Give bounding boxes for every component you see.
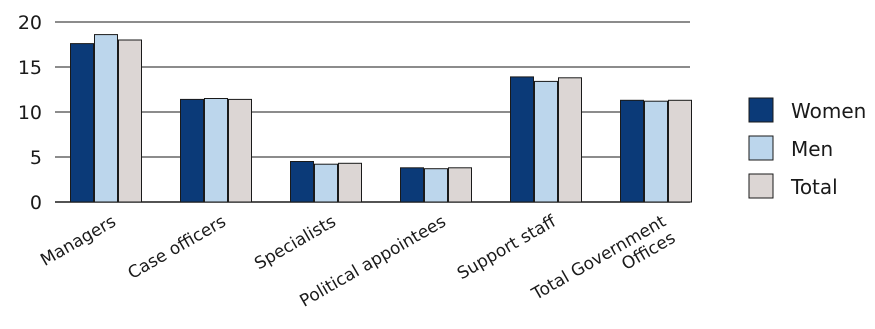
legend-label-total: Total <box>790 175 838 199</box>
y-axis-ticks: 0 5 10 15 20 <box>18 12 42 214</box>
bar-women-4 <box>510 76 534 203</box>
x-tick-label: Support staff <box>454 211 561 284</box>
y-tick-label: 10 <box>18 102 42 124</box>
x-tick-label: Specialists <box>251 212 339 275</box>
bar-total-3 <box>448 167 472 203</box>
y-tick-label: 5 <box>30 147 42 169</box>
bar-total-5 <box>668 99 692 203</box>
bar-women-0 <box>70 43 94 203</box>
bar-men-0 <box>94 34 118 203</box>
bar-total-1 <box>228 98 252 203</box>
bar-men-4 <box>534 80 558 203</box>
bar-total-0 <box>118 39 142 203</box>
x-tick-label: Managers <box>37 212 119 271</box>
bar-total-2 <box>338 162 362 203</box>
legend-swatch-men <box>748 135 774 161</box>
y-tick-label: 15 <box>18 57 42 79</box>
bars <box>70 34 692 203</box>
bar-women-2 <box>290 161 314 203</box>
legend-swatch-women <box>748 97 774 123</box>
y-tick-label: 0 <box>30 192 42 214</box>
legend-label-men: Men <box>791 137 833 161</box>
bar-men-2 <box>314 163 338 203</box>
bar-men-3 <box>424 168 448 203</box>
legend: Women Men Total <box>748 97 866 199</box>
y-tick-label: 20 <box>18 12 42 34</box>
bar-women-1 <box>180 98 204 203</box>
legend-label-women: Women <box>791 99 866 123</box>
legend-swatch-total <box>748 173 774 199</box>
bar-women-5 <box>620 99 644 203</box>
bar-women-3 <box>400 167 424 203</box>
bar-men-1 <box>204 98 228 203</box>
gridlines <box>55 21 690 203</box>
x-tick-label: Case officers <box>125 212 230 284</box>
bar-men-5 <box>644 100 668 203</box>
bar-total-4 <box>558 77 582 203</box>
x-axis-labels: Managers Case officers SpecialistsPolitica… <box>37 211 679 312</box>
